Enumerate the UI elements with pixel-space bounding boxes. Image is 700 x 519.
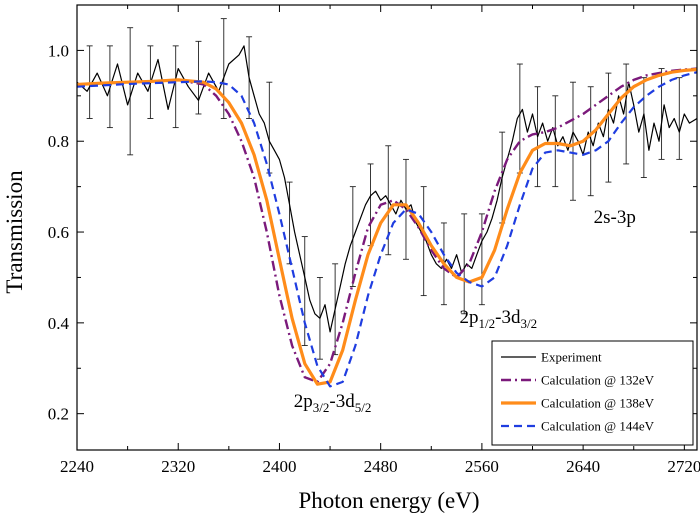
- error-bar: [676, 77, 683, 160]
- error-bar: [420, 186, 427, 297]
- error-bar: [587, 86, 594, 197]
- error-bar: [570, 81, 576, 201]
- error-bar: [658, 68, 665, 160]
- x-tick-label: 2560: [465, 457, 499, 476]
- annotation-text: -3d: [495, 307, 521, 328]
- tick-layer: 2240 2320 2400 2480 2560 2640 2720 0.2 0.4 0.6 0.8…: [48, 5, 700, 476]
- legend-label-1: Calculation @ 132eV: [541, 373, 655, 388]
- y-tick-label: 0.4: [48, 314, 70, 333]
- error-bar: [220, 18, 227, 119]
- error-bar: [623, 63, 630, 165]
- x-tick-label: 2240: [60, 457, 94, 476]
- series-line-3: [77, 71, 697, 388]
- legend: Experiment Calculation @ 132eV Calculation…: [491, 340, 694, 446]
- error-bar: [605, 72, 612, 183]
- plot-area: [77, 18, 697, 388]
- annotation-text: 2p: [460, 307, 479, 328]
- x-tick-label: 2640: [566, 457, 600, 476]
- annotation-text: -3d: [329, 391, 355, 412]
- annotation-subscript: 1/2: [479, 316, 496, 331]
- y-tick-label: 1.0: [48, 41, 69, 60]
- legend-box: [491, 340, 694, 446]
- x-tick-label: 2720: [667, 457, 700, 476]
- plot-marks: [76, 4, 698, 451]
- error-bar: [301, 236, 308, 347]
- x-tick-label: 2320: [161, 457, 195, 476]
- legend-label-0: Experiment: [541, 350, 602, 365]
- error-bar: [461, 213, 468, 315]
- annotation-text: 2s-3p: [594, 207, 636, 228]
- annotation-text: 2p: [294, 391, 313, 412]
- error-bar: [266, 81, 273, 174]
- x-tick-label: 2480: [364, 457, 398, 476]
- series-line-1: [77, 67, 697, 384]
- annotation-subscript: 3/2: [313, 400, 330, 415]
- peak-annotation: 2p1/2-3d3/2: [460, 307, 538, 331]
- peak-annotation: 2s-3p: [594, 207, 636, 228]
- error-bar: [195, 40, 202, 115]
- y-tick-label: 0.2: [48, 405, 69, 424]
- error-bar: [367, 163, 374, 247]
- error-bar: [86, 45, 93, 119]
- y-axis-title: Transmission: [2, 170, 27, 294]
- peak-annotation: 2p3/2-3d5/2: [294, 391, 372, 415]
- annotation-subscript: 5/2: [355, 400, 372, 415]
- x-axis-title: Photon energy (eV): [299, 488, 480, 513]
- error-bar: [349, 186, 356, 287]
- annotation-subscript: 3/2: [521, 316, 538, 331]
- error-bar: [172, 45, 179, 129]
- y-tick-label: 0.8: [48, 132, 69, 151]
- series-line-2: [77, 67, 697, 386]
- error-bar: [478, 213, 485, 306]
- error-bar: [127, 27, 134, 156]
- legend-label-3: Calculation @ 144eV: [541, 419, 655, 434]
- error-bar: [552, 95, 559, 188]
- legend-label-2: Calculation @ 138eV: [541, 396, 655, 411]
- plot-frame: [76, 4, 698, 451]
- x-tick-label: 2400: [262, 457, 296, 476]
- series-line-0: [77, 45, 697, 333]
- y-tick-label: 0.6: [48, 223, 69, 242]
